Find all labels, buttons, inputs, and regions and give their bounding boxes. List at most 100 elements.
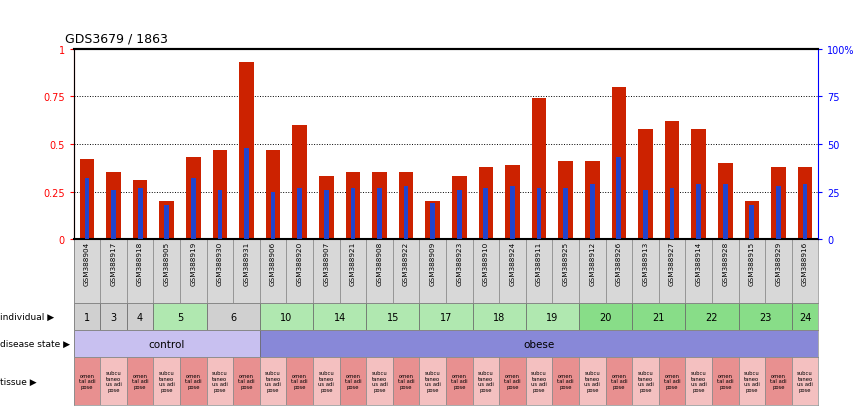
Bar <box>207 357 233 405</box>
Text: GSM388904: GSM388904 <box>84 242 90 286</box>
Bar <box>632 357 659 405</box>
Bar <box>366 357 393 405</box>
Text: GSM388929: GSM388929 <box>775 242 781 286</box>
Bar <box>446 240 473 304</box>
Bar <box>739 357 766 405</box>
Bar <box>659 240 685 304</box>
Bar <box>351 188 355 240</box>
Text: GSM388914: GSM388914 <box>695 242 701 286</box>
Text: GSM388927: GSM388927 <box>669 242 675 286</box>
Bar <box>271 192 275 240</box>
Text: subcu
taneo
us adi
pose: subcu taneo us adi pose <box>106 370 121 392</box>
Bar <box>207 304 260 330</box>
Bar <box>212 150 227 240</box>
Text: GSM388921: GSM388921 <box>350 242 356 286</box>
Bar <box>499 357 526 405</box>
Bar <box>287 240 313 304</box>
Bar <box>739 304 792 330</box>
Bar <box>107 173 121 240</box>
Text: subcu
taneo
us adi
pose: subcu taneo us adi pose <box>478 370 494 392</box>
Bar <box>798 167 812 240</box>
Bar <box>404 186 409 240</box>
Bar <box>339 240 366 304</box>
Text: subcu
taneo
us adi
pose: subcu taneo us adi pose <box>637 370 654 392</box>
Text: 17: 17 <box>440 312 452 322</box>
Bar <box>766 357 792 405</box>
Bar <box>712 240 739 304</box>
Text: GSM388925: GSM388925 <box>563 242 569 286</box>
Text: GSM388924: GSM388924 <box>509 242 515 286</box>
Bar <box>659 357 685 405</box>
Bar <box>526 357 553 405</box>
Bar <box>393 357 419 405</box>
Text: omen
tal adi
pose: omen tal adi pose <box>132 373 148 389</box>
Text: subcu
taneo
us adi
pose: subcu taneo us adi pose <box>265 370 281 392</box>
Text: omen
tal adi
pose: omen tal adi pose <box>79 373 95 389</box>
Text: omen
tal adi
pose: omen tal adi pose <box>611 373 627 389</box>
Bar <box>712 357 739 405</box>
Text: GSM388915: GSM388915 <box>749 242 755 286</box>
Bar <box>792 304 818 330</box>
Text: subcu
taneo
us adi
pose: subcu taneo us adi pose <box>158 370 175 392</box>
Bar <box>553 357 579 405</box>
Text: GSM388928: GSM388928 <box>722 242 728 286</box>
Text: 20: 20 <box>599 312 611 322</box>
Bar <box>260 240 287 304</box>
Bar <box>425 202 440 240</box>
Bar <box>526 240 553 304</box>
Bar <box>100 357 126 405</box>
Text: 10: 10 <box>281 312 293 322</box>
Text: omen
tal adi
pose: omen tal adi pose <box>504 373 520 389</box>
Text: GSM388930: GSM388930 <box>216 242 223 286</box>
Bar <box>473 304 526 330</box>
Bar <box>776 186 781 240</box>
Text: obese: obese <box>523 339 555 349</box>
Text: GSM388919: GSM388919 <box>191 242 197 286</box>
Text: disease state ▶: disease state ▶ <box>0 339 70 348</box>
Bar <box>766 240 792 304</box>
Text: GSM388917: GSM388917 <box>111 242 117 286</box>
Bar <box>685 240 712 304</box>
Bar <box>419 304 473 330</box>
Bar <box>771 167 785 240</box>
Bar <box>473 240 499 304</box>
Bar <box>74 304 100 330</box>
Text: GSM388907: GSM388907 <box>323 242 329 286</box>
Text: GDS3679 / 1863: GDS3679 / 1863 <box>65 33 168 45</box>
Text: 21: 21 <box>653 312 665 322</box>
Text: GSM388909: GSM388909 <box>430 242 436 286</box>
Bar <box>638 129 653 240</box>
Bar <box>74 330 260 357</box>
Text: GSM388908: GSM388908 <box>377 242 383 286</box>
Text: 22: 22 <box>706 312 718 322</box>
Bar <box>239 63 254 240</box>
Text: GSM388922: GSM388922 <box>403 242 409 286</box>
Bar <box>452 177 467 240</box>
Bar <box>260 304 313 330</box>
Text: omen
tal adi
pose: omen tal adi pose <box>663 373 681 389</box>
Text: omen
tal adi
pose: omen tal adi pose <box>558 373 574 389</box>
Bar <box>100 240 126 304</box>
Bar <box>191 179 196 240</box>
Bar <box>617 158 621 240</box>
Bar <box>287 357 313 405</box>
Bar <box>153 304 207 330</box>
Text: omen
tal adi
pose: omen tal adi pose <box>345 373 361 389</box>
Bar <box>126 357 153 405</box>
Bar <box>324 190 329 240</box>
Bar <box>579 357 605 405</box>
Bar <box>180 357 207 405</box>
Text: 24: 24 <box>798 312 811 322</box>
Bar <box>718 164 733 240</box>
Bar <box>153 240 180 304</box>
Bar <box>126 240 153 304</box>
Bar <box>339 357 366 405</box>
Text: GSM388920: GSM388920 <box>297 242 303 286</box>
Text: 14: 14 <box>333 312 346 322</box>
Bar <box>537 188 541 240</box>
Bar <box>74 357 100 405</box>
Text: GSM388923: GSM388923 <box>456 242 462 286</box>
Bar <box>723 185 727 240</box>
Bar <box>579 304 632 330</box>
Text: omen
tal adi
pose: omen tal adi pose <box>291 373 308 389</box>
